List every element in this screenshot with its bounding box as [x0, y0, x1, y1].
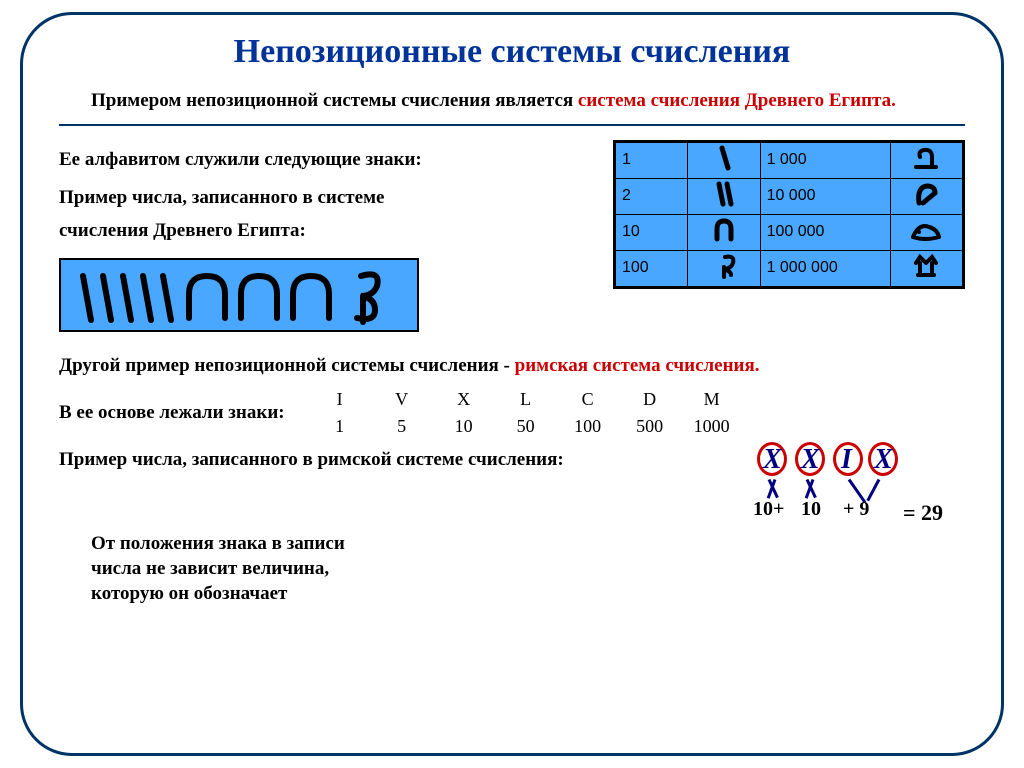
other-example-highlight: римская система счисления.	[515, 355, 760, 376]
egypt-alphabet-table: 1 1 000 2 10 000	[613, 140, 965, 289]
table-row: 100 1 000 000	[616, 250, 963, 286]
table-row: 1 1 000	[616, 142, 963, 178]
egypt-n-0: 1	[616, 142, 688, 178]
table-row: 10 100 000	[616, 214, 963, 250]
egypt-sym-100-icon	[688, 250, 760, 286]
intro-highlight: система счисления Древнего Египта.	[578, 90, 896, 111]
roman-sym-0: I	[309, 386, 371, 413]
roman-values-row: 1 5 10 50 100 500 1000	[309, 413, 743, 440]
egypt-sym-1000-icon	[890, 142, 962, 178]
xix-result: = 29	[903, 500, 943, 526]
roman-val-6: 1000	[681, 413, 743, 440]
roman-val-0: 1	[309, 413, 371, 440]
roman-sym-2: X	[433, 386, 495, 413]
egypt-n-1: 2	[616, 178, 688, 214]
roman-val-4: 100	[557, 413, 619, 440]
alphabet-line: Ее алфавитом служили следующие знаки:	[59, 148, 593, 173]
intro-paragraph: Примером непозиционной системы счисления…	[59, 89, 965, 114]
roman-val-2: 10	[433, 413, 495, 440]
xix-letter-1: X	[801, 444, 820, 476]
egypt-big-2: 100 000	[760, 214, 890, 250]
egypt-big-1: 10 000	[760, 178, 890, 214]
xix-figure: X X I X 10+ 10 + 9 = 29	[755, 446, 965, 526]
egypt-sym-million-icon	[890, 250, 962, 286]
example-line-2: счисления Древнего Египта:	[59, 219, 593, 244]
roman-sym-3: L	[495, 386, 557, 413]
roman-section: В ее основе лежали знаки: I V X L C D M …	[59, 386, 965, 440]
intro-text: Примером непозиционной системы счисления…	[91, 90, 578, 111]
egypt-big-3: 1 000 000	[760, 250, 890, 286]
footer-block: От положения знака в записи числа не зав…	[59, 532, 965, 606]
egypt-big-0: 1 000	[760, 142, 890, 178]
hieroglyph-number-icon	[69, 262, 409, 326]
egypt-n-2: 10	[616, 214, 688, 250]
slide-title: Непозиционные системы счисления	[59, 33, 965, 71]
roman-sym-6: M	[681, 386, 743, 413]
roman-example-row: Пример числа, записанного в римской сист…	[59, 446, 965, 526]
footer-line-2: числа не зависит величина,	[91, 557, 965, 582]
xix-letter-2: I	[841, 444, 852, 476]
xix-letter-3: X	[874, 444, 893, 476]
roman-val-3: 50	[495, 413, 557, 440]
egypt-sym-1-icon	[688, 142, 760, 178]
roman-symbols-row: I V X L C D M	[309, 386, 743, 413]
xix-calc-0: 10+	[753, 498, 784, 521]
xix-calc-2: + 9	[843, 498, 869, 521]
other-example-text: Другой пример непозиционной системы счис…	[59, 355, 515, 376]
egypt-sym-10000-icon	[890, 178, 962, 214]
roman-sym-1: V	[371, 386, 433, 413]
roman-base-line: В ее основе лежали знаки:	[59, 401, 285, 426]
egypt-section: Ее алфавитом служили следующие знаки: Пр…	[59, 140, 965, 332]
example-line-1: Пример числа, записанного в системе	[59, 186, 593, 211]
egypt-sym-2-icon	[688, 178, 760, 214]
roman-val-5: 500	[619, 413, 681, 440]
xix-letter-0: X	[763, 444, 782, 476]
roman-sym-5: D	[619, 386, 681, 413]
footer-line-3: которую он обозначает	[91, 582, 965, 607]
egypt-sym-10-icon	[688, 214, 760, 250]
xix-calc-1: 10	[801, 498, 821, 521]
roman-example-line: Пример числа, записанного в римской сист…	[59, 448, 564, 473]
roman-table: I V X L C D M 1 5 10 50 100 500 1000	[309, 386, 743, 440]
egypt-sym-100000-icon	[890, 214, 962, 250]
roman-val-1: 5	[371, 413, 433, 440]
egypt-number-example	[59, 258, 419, 332]
separator	[59, 124, 965, 126]
footer-line-1: От положения знака в записи	[91, 532, 965, 557]
slide-frame: Непозиционные системы счисления Примером…	[20, 12, 1004, 756]
other-example-para: Другой пример непозиционной системы счис…	[59, 354, 965, 379]
roman-sym-4: C	[557, 386, 619, 413]
egypt-n-3: 100	[616, 250, 688, 286]
table-row: 2 10 000	[616, 178, 963, 214]
